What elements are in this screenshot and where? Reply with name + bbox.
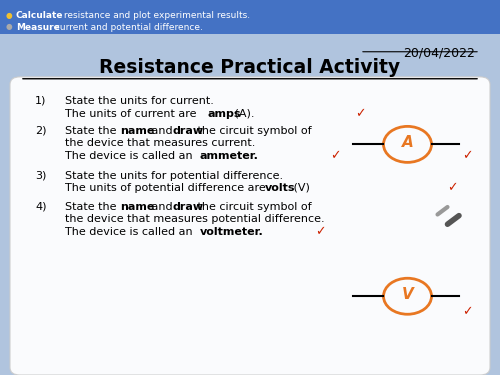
Text: ✓: ✓ [462,149,473,162]
Text: draw: draw [172,126,204,136]
Text: State the: State the [65,126,120,136]
Text: the circuit symbol of: the circuit symbol of [194,202,312,212]
Text: and: and [148,126,176,136]
Text: the device that measures current.: the device that measures current. [65,138,256,148]
Text: (A).: (A). [232,109,255,119]
Text: State the units for current.: State the units for current. [65,96,214,106]
Text: the device that measures potential difference.: the device that measures potential diffe… [65,214,324,225]
Text: Resistance Practical Activity: Resistance Practical Activity [100,58,401,77]
Text: State the units for potential difference.: State the units for potential difference… [65,171,283,181]
Text: name: name [120,126,154,136]
Text: The units of current are: The units of current are [65,109,200,119]
Text: 2): 2) [35,126,46,136]
Text: draw: draw [172,202,204,212]
Text: ✓: ✓ [315,225,326,238]
Text: Measure: Measure [16,22,60,32]
Text: 4): 4) [35,202,46,212]
Text: (V): (V) [290,183,310,193]
Text: The units of potential difference are: The units of potential difference are [65,183,269,193]
Text: ammeter.: ammeter. [200,151,259,161]
Text: The device is called an: The device is called an [65,227,196,237]
Text: 20/04/2022: 20/04/2022 [403,47,475,60]
Text: and: and [148,202,176,212]
Text: ●: ● [6,11,12,20]
Text: 1): 1) [35,96,46,106]
Text: amps: amps [208,109,241,119]
Text: State the: State the [65,202,120,212]
Text: name: name [120,202,154,212]
Text: volts: volts [265,183,296,193]
Text: ✓: ✓ [462,306,473,319]
Text: V: V [402,287,413,302]
Text: ●: ● [6,22,12,32]
Text: ✓: ✓ [448,181,458,194]
Text: resistance and plot experimental results.: resistance and plot experimental results… [61,11,250,20]
Text: A: A [402,135,413,150]
Text: ✓: ✓ [330,149,340,162]
FancyBboxPatch shape [0,0,500,34]
Text: 3): 3) [35,171,46,181]
Text: voltmeter.: voltmeter. [200,227,264,237]
Text: The device is called an: The device is called an [65,151,196,161]
Text: the circuit symbol of: the circuit symbol of [194,126,312,136]
Text: current and potential difference.: current and potential difference. [52,22,203,32]
Text: ✓: ✓ [355,107,366,120]
Text: Calculate: Calculate [16,11,64,20]
FancyBboxPatch shape [10,77,490,375]
